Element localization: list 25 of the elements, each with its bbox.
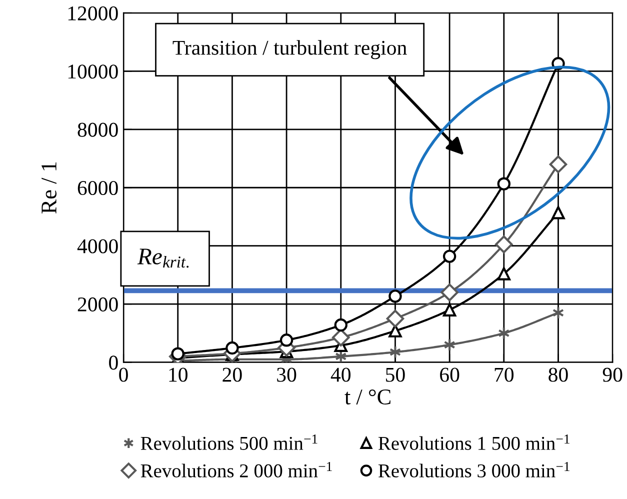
x-tick-label: 90 <box>602 368 622 382</box>
legend-label: Revolutions 1 500 min$^{−1}$ <box>378 434 570 450</box>
x-axis-title: t / °C <box>344 389 390 404</box>
x-tick-label: 10 <box>169 368 188 382</box>
y-tick-label: 2000 <box>78 297 118 312</box>
x-tick-label: 0 <box>119 368 128 382</box>
y-tick-label: 12000 <box>68 6 118 20</box>
legend-label: Revolutions 500 min$^{−1}$ <box>140 434 318 450</box>
x-tick-label: 30 <box>277 368 296 382</box>
y-tick-label: 8000 <box>78 122 118 137</box>
x-tick-label: 60 <box>440 368 460 382</box>
legend-label: Revolutions 3 000 min$^{−1}$ <box>378 462 570 478</box>
x-tick-label: 70 <box>494 368 514 382</box>
x-tick-label: 80 <box>548 368 568 382</box>
y-tick-label: 10000 <box>68 64 118 79</box>
y-axis-title: Re / 1 <box>42 162 57 214</box>
y-tick-label: 6000 <box>78 181 118 196</box>
y-tick-label: 0 <box>109 356 118 370</box>
legend-label: Revolutions 2 000 min$^{−1}$ <box>140 462 332 478</box>
x-tick-label: 50 <box>386 368 405 382</box>
ref-line-label: Re$_{krit.}$ <box>137 248 189 268</box>
annotation: Transition / turbulent region <box>172 40 407 60</box>
x-tick-label: 40 <box>330 368 350 382</box>
y-tick-label: 4000 <box>77 239 118 254</box>
x-tick-label: 20 <box>222 368 242 382</box>
